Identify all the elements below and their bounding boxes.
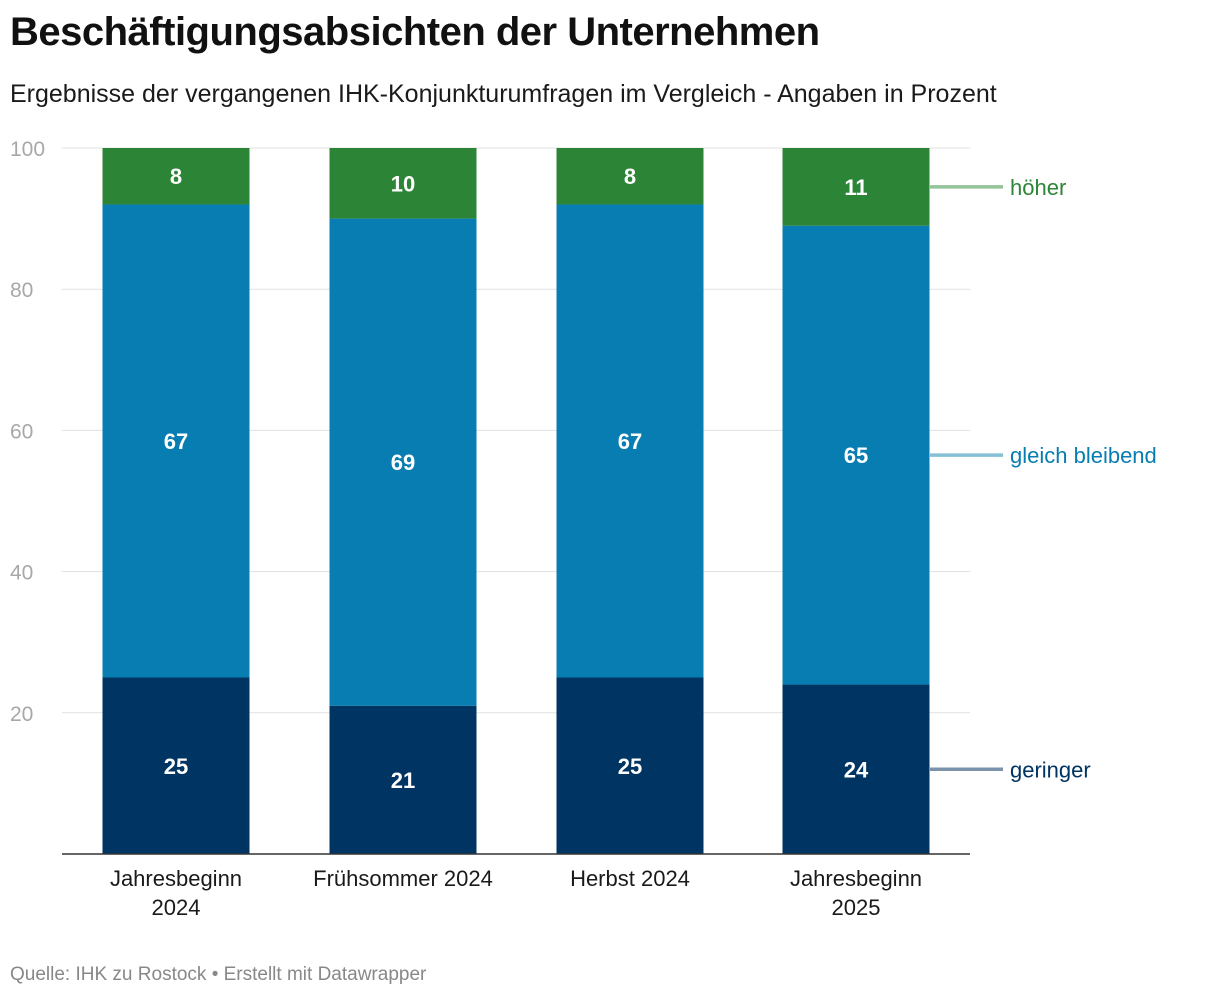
- y-tick-label: 80: [10, 279, 33, 302]
- legend: geringer gleich bleibend höher: [930, 175, 1157, 782]
- y-tick-label: 20: [10, 703, 33, 726]
- bars: [102, 148, 930, 854]
- value-label: 24: [844, 757, 869, 782]
- bar-segment: [782, 684, 930, 854]
- legend-label: höher: [1010, 175, 1066, 200]
- legend-label: geringer: [1010, 757, 1091, 782]
- chart-subtitle: Ergebnisse der vergangenen IHK-Konjunktu…: [10, 80, 997, 108]
- value-label: 8: [170, 164, 182, 189]
- bar-segment: [329, 218, 477, 706]
- x-tick-label: Jahresbeginn 2025: [790, 866, 922, 920]
- value-labels: 25 67 8 21 69 10 25 67 8 24 65 11: [164, 164, 869, 793]
- bar-segment: [782, 148, 930, 226]
- chart-title: Beschäftigungsabsichten der Unternehmen: [10, 10, 820, 54]
- bar-segment: [782, 225, 930, 685]
- bar-segment: [329, 705, 477, 854]
- value-label: 11: [844, 175, 867, 200]
- x-tick-label: Frühsommer 2024: [313, 866, 493, 891]
- bar-segment: [102, 204, 250, 678]
- legend-label: gleich bleibend: [1010, 443, 1157, 468]
- stacked-bar-chart: 25 67 8 21 69 10 25 67 8 24 65 11 20 40 60 80 100 Jahres…: [10, 138, 1157, 920]
- value-label: 25: [164, 754, 188, 779]
- value-label: 67: [164, 429, 188, 454]
- value-label: 25: [618, 754, 642, 779]
- source-note: Quelle: IHK zu Rostock • Erstellt mit Da…: [10, 964, 427, 985]
- y-tick-label: 40: [10, 562, 33, 585]
- y-tick-label: 60: [10, 420, 33, 443]
- value-label: 21: [391, 768, 415, 793]
- bar-segment: [556, 148, 704, 205]
- x-tick-label: Herbst 2024: [570, 866, 690, 891]
- value-label: 69: [391, 450, 415, 475]
- bar-segment: [556, 677, 704, 854]
- value-label: 10: [391, 171, 415, 196]
- bar-segment: [102, 677, 250, 854]
- x-tick-label: Jahresbeginn 2024: [110, 866, 242, 920]
- value-label: 67: [618, 429, 642, 454]
- axes: 20 40 60 80 100 Jahresbeginn 2024 Frühsommer 20…: [10, 138, 970, 920]
- bar-segment: [329, 148, 477, 219]
- bar-segment: [102, 148, 250, 205]
- y-tick-label: 100: [10, 138, 45, 161]
- bar-segment: [556, 204, 704, 678]
- value-label: 65: [844, 443, 868, 468]
- value-label: 8: [624, 164, 636, 189]
